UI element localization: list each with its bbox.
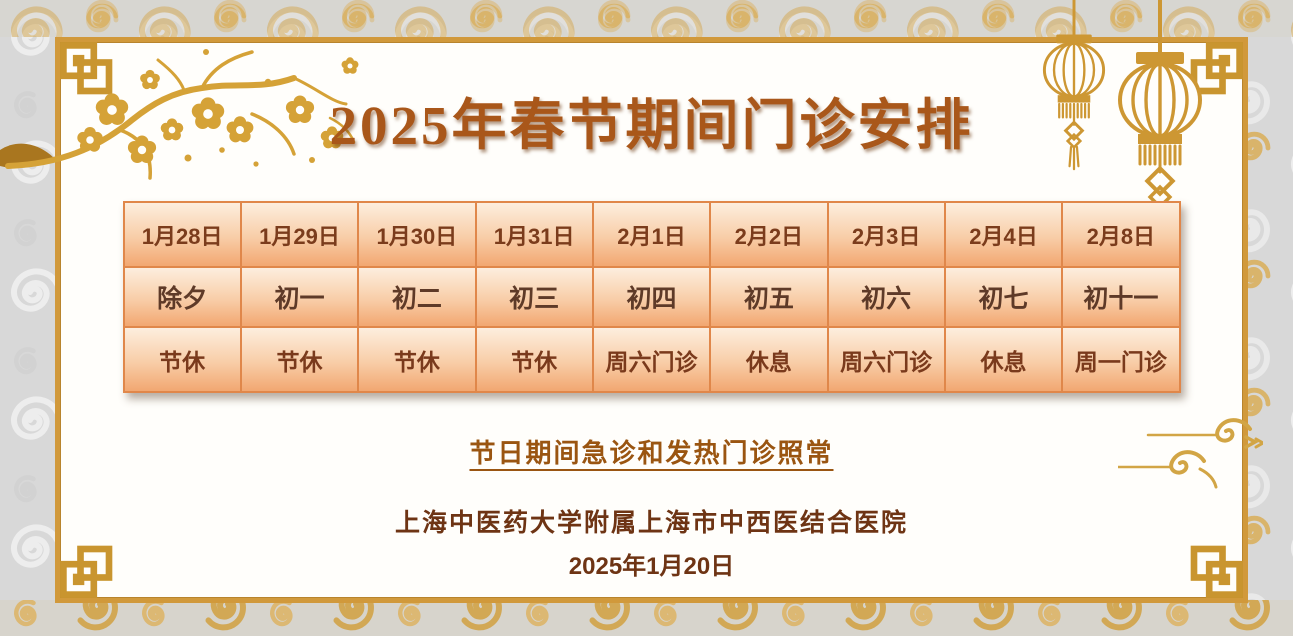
- table-cell-date: 1月31日: [476, 203, 592, 266]
- table-cell-date: 2月1日: [593, 203, 710, 266]
- table-cell-status: 节休: [359, 328, 475, 391]
- table-cell-date: 2月8日: [1063, 203, 1179, 266]
- table-cell-date: 2月4日: [945, 203, 1062, 266]
- table-cell-date: 2月2日: [711, 203, 827, 266]
- table-cell-date: 1月28日: [124, 203, 240, 266]
- table-cell-date: 2月3日: [828, 203, 944, 266]
- table-cell-lunar: 初二: [359, 268, 475, 326]
- table-cell-status: 节休: [476, 328, 592, 391]
- emergency-note: 节日期间急诊和发热门诊照常: [469, 439, 834, 468]
- table-cell-status: 周六门诊: [593, 328, 710, 391]
- table-cell-date: 1月29日: [241, 203, 358, 266]
- poster-content: 2025年春节期间门诊安排 1月28日 1月29日 1月30日 1月31日 2月…: [55, 37, 1248, 603]
- publish-date: 2025年1月20日: [568, 553, 735, 580]
- table-cell-status: 休息: [711, 328, 827, 391]
- table-cell-status: 周六门诊: [828, 328, 944, 391]
- table-cell-lunar: 初四: [593, 268, 710, 326]
- table-cell-lunar: 初三: [476, 268, 592, 326]
- table-cell-lunar: 初六: [828, 268, 944, 326]
- table-cell-lunar: 初七: [945, 268, 1062, 326]
- table-cell-lunar: 除夕: [124, 268, 240, 326]
- table-cell-lunar: 初一: [241, 268, 358, 326]
- table-cell-status: 节休: [241, 328, 358, 391]
- schedule-table: 1月28日 1月29日 1月30日 1月31日 2月1日 2月2日 2月3日 2…: [122, 201, 1181, 393]
- table-cell-lunar: 初十一: [1063, 268, 1179, 326]
- table-cell-status: 节休: [124, 328, 240, 391]
- page-title: 2025年春节期间门诊安排: [329, 95, 974, 156]
- table-cell-status: 休息: [945, 328, 1062, 391]
- table-cell-lunar: 初五: [711, 268, 827, 326]
- table-cell-date: 1月30日: [359, 203, 475, 266]
- table-cell-status: 周一门诊: [1063, 328, 1179, 391]
- hospital-name: 上海中医药大学附属上海市中西医结合医院: [394, 510, 908, 537]
